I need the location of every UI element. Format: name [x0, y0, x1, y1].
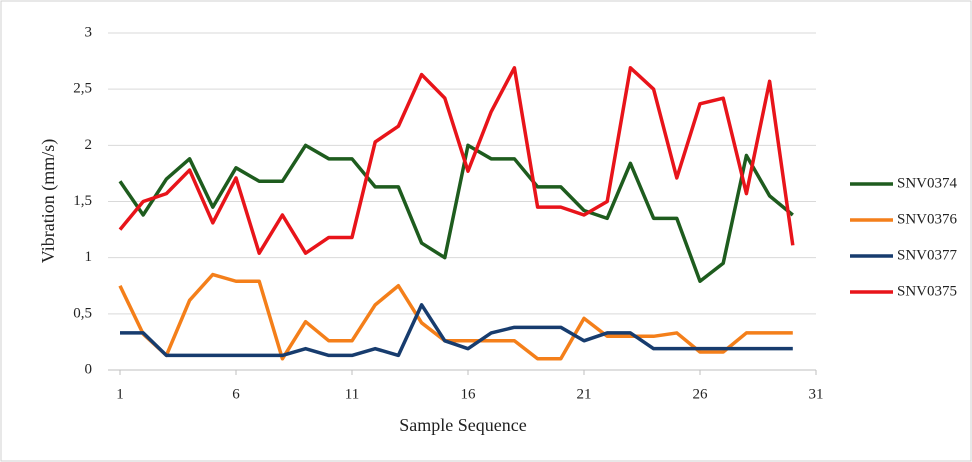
- x-tick-label: 1: [116, 386, 124, 402]
- x-tick-label: 6: [232, 386, 240, 402]
- x-tick-label: 16: [461, 386, 477, 402]
- y-tick-label: 2: [85, 137, 93, 153]
- x-tick-label: 21: [577, 386, 592, 402]
- legend-label: SNV0375: [897, 283, 957, 299]
- legend-label: SNV0374: [897, 175, 958, 191]
- x-tick-label: 31: [809, 386, 824, 402]
- y-tick-label: 1: [85, 249, 93, 265]
- series-line: [118, 143, 794, 284]
- x-tick-label: 11: [345, 386, 359, 402]
- y-tick-label: 3: [85, 24, 93, 40]
- y-tick-label: 0: [85, 361, 93, 377]
- y-tick-label: 2,5: [73, 81, 92, 97]
- x-axis-label: Sample Sequence: [399, 415, 526, 435]
- series-line: [118, 272, 793, 361]
- series-line: [118, 66, 795, 255]
- series-line: [120, 303, 793, 358]
- x-tick-label: 26: [693, 386, 709, 402]
- y-tick-label: 1,5: [73, 193, 92, 209]
- y-tick-label: 0,5: [73, 305, 92, 321]
- y-axis-label: Vibration (mm/s): [38, 139, 59, 263]
- legend-label: SNV0376: [897, 211, 958, 227]
- legend-label: SNV0377: [897, 247, 958, 263]
